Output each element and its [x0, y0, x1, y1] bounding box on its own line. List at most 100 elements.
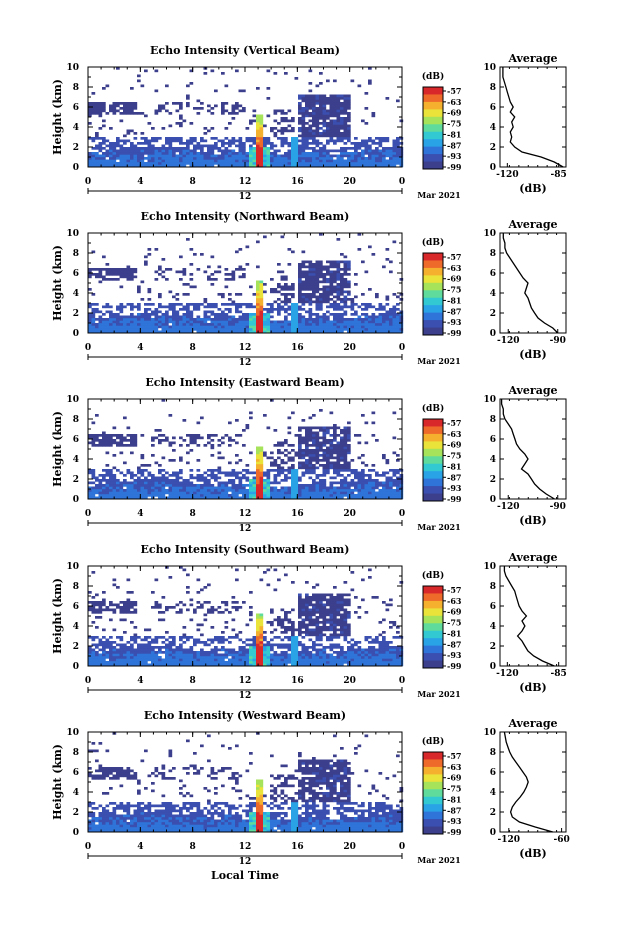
heatmap-cell [361, 461, 365, 465]
heatmap-cell [193, 305, 197, 309]
heatmap-cell [109, 641, 113, 644]
heatmap-cell [137, 313, 141, 316]
heatmap-cell [382, 454, 386, 457]
heatmap-cell [119, 638, 124, 642]
heatmap-cell [385, 491, 390, 495]
heatmap-cell [350, 496, 355, 500]
heatmap-cell [102, 154, 106, 158]
heatmap-cell [333, 496, 337, 500]
heatmap-cell [137, 290, 141, 294]
heatmap-cell [357, 164, 362, 168]
heatmap-cell [308, 469, 313, 472]
heatmap-cell [105, 469, 110, 472]
heatmap-cell [326, 486, 330, 490]
heatmap-cell [144, 69, 148, 73]
heatmap-cell [319, 474, 323, 477]
heatmap-cell [256, 466, 260, 470]
heatmap-cell [228, 325, 232, 329]
heatmap-cell [221, 310, 225, 314]
colorbar-segment [423, 305, 443, 314]
heatmap-cell [343, 310, 348, 314]
heatmap-cell [88, 656, 92, 659]
heatmap-cell [294, 77, 299, 80]
heatmap-cell [266, 152, 271, 155]
heatmap-cell [333, 278, 337, 281]
heatmap-cell [329, 449, 334, 452]
heatmap-cell [154, 651, 159, 654]
heatmap-cell [329, 109, 334, 113]
heatmap-cell [354, 328, 358, 331]
heatmap-cell [207, 278, 211, 281]
heatmap-cell [161, 658, 166, 662]
heatmap-cell [235, 491, 239, 495]
heatmap-cell [333, 300, 337, 304]
heatmap-cell [91, 320, 96, 324]
heatmap-cell [214, 159, 218, 163]
heatmap-cell [119, 275, 124, 279]
heatmap-cell [231, 273, 236, 276]
heatmap-cell [399, 494, 404, 497]
heatmap-cell [210, 154, 215, 158]
heatmap-cell [168, 641, 173, 644]
heatmap-cell [224, 486, 229, 490]
heatmap-cell [249, 144, 253, 148]
heatmap-cell [301, 107, 306, 110]
heatmap-cell [95, 484, 99, 487]
heatmap-cell [298, 97, 302, 100]
heatmap-cell [109, 653, 113, 657]
heatmap-cell [161, 489, 166, 492]
heatmap-cell [368, 489, 372, 492]
heatmap-cell [301, 419, 306, 422]
heatmap-cell [179, 469, 183, 472]
heatmap-cell [154, 481, 159, 485]
heatmap-cell [298, 439, 302, 442]
heatmap-cell [179, 102, 183, 105]
heatmap-cell [98, 310, 103, 314]
heatmap-cell [245, 469, 250, 472]
heatmap-cell [357, 481, 362, 485]
heatmap-cell [305, 436, 309, 440]
profile-y-tick-label: 4 [490, 455, 496, 465]
heatmap-cell [130, 496, 134, 500]
heatmap-cell [326, 439, 330, 442]
heatmap-cell [368, 484, 372, 487]
heatmap-cell [284, 441, 288, 445]
heatmap-cell [301, 464, 306, 467]
heatmap-cell [88, 436, 92, 440]
heatmap-cell [196, 268, 201, 271]
heatmap-cell [214, 434, 218, 437]
heatmap-cell [284, 298, 288, 301]
heatmap-cell [284, 439, 288, 442]
heatmap-cell [161, 636, 166, 639]
heatmap-cell [203, 72, 208, 75]
heatmap-cell [301, 308, 306, 311]
heatmap-cell [382, 157, 386, 160]
heatmap-cell [389, 328, 393, 331]
heatmap-cell [294, 147, 299, 150]
heatmap-cell [182, 439, 187, 442]
heatmap-cell [273, 127, 278, 130]
heatmap-cell [161, 474, 166, 477]
heatmap-cell [228, 112, 232, 115]
heatmap-cell [343, 134, 348, 138]
heatmap-cell [392, 154, 397, 158]
heatmap-cell [186, 154, 190, 158]
heatmap-cell [378, 162, 383, 165]
heatmap-cell [161, 162, 166, 165]
heatmap-cell [284, 295, 288, 299]
heatmap-cell [116, 67, 120, 70]
heatmap-cell [308, 484, 313, 487]
heatmap-cell [259, 486, 264, 490]
panel-title: Echo Intensity (Vertical Beam) [150, 44, 340, 57]
heatmap-cell [291, 117, 295, 120]
heatmap-cell [399, 164, 404, 168]
heatmap-cell [186, 283, 190, 286]
heatmap-cell [189, 646, 194, 649]
heatmap-cell [308, 132, 313, 135]
heatmap-cell [109, 441, 113, 445]
heatmap-cell [284, 164, 288, 168]
heatmap-cell [308, 426, 313, 430]
heatmap-cell [263, 489, 267, 492]
heatmap-cell [189, 310, 194, 314]
heatmap-cell [322, 328, 327, 331]
